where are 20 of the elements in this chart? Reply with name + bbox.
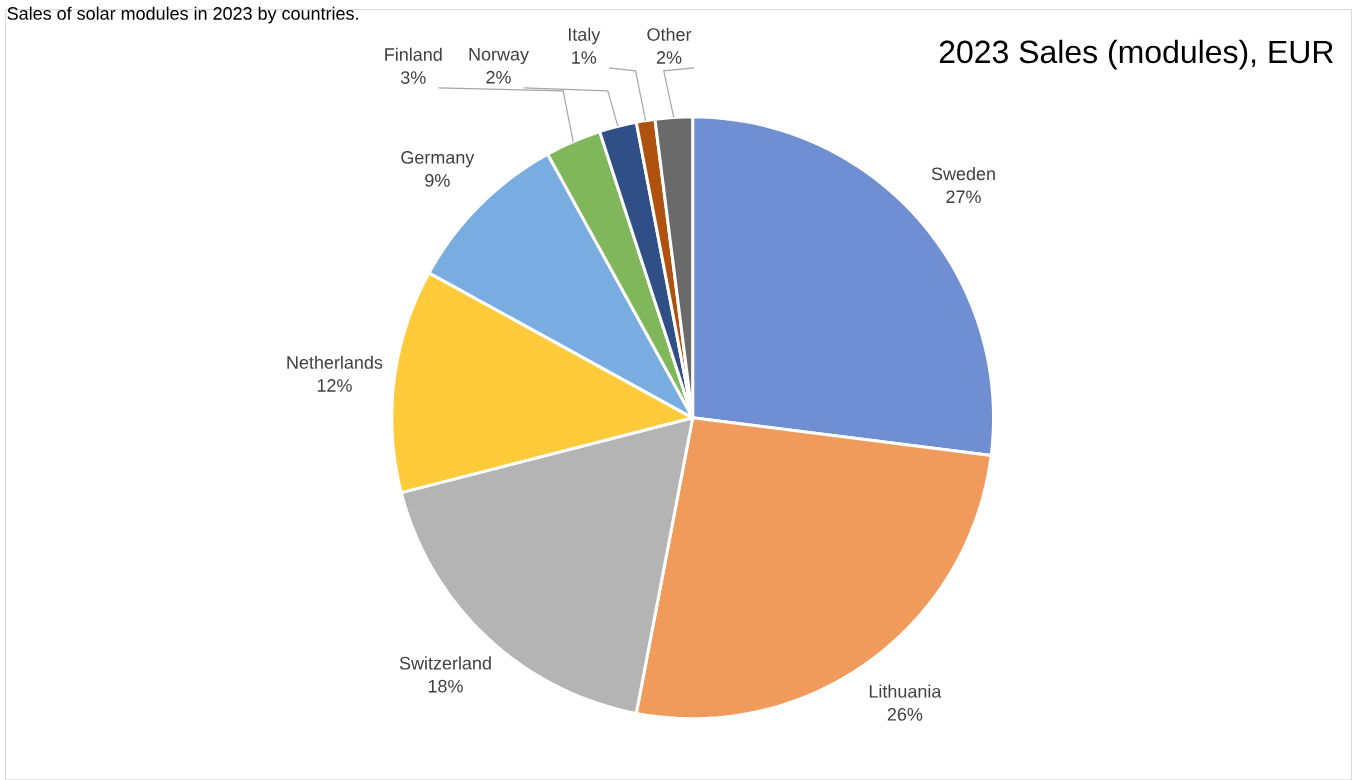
- slice-label: Norway: [469, 47, 529, 65]
- data-label: 2%: [656, 50, 682, 64]
- slice-label: Germany: [401, 150, 475, 168]
- slice-label: Lithuania: [869, 684, 942, 698]
- data-label: 12%: [317, 378, 352, 392]
- data-label: 1%: [572, 51, 597, 64]
- text: 2023 Sales (modules), EUR: [939, 39, 1333, 70]
- slice-label: Italy: [568, 27, 601, 45]
- slice-label: Other: [647, 27, 692, 41]
- slice-label: Sweden: [931, 166, 995, 181]
- data-label: 27%: [946, 190, 981, 203]
- data-label: 26%: [887, 707, 923, 721]
- data-label: 2%: [486, 70, 511, 84]
- text: Sales of solar modules in 2023 by countries.: [7, 6, 358, 24]
- slice-label: Finland: [385, 47, 442, 61]
- data-label: 3%: [400, 71, 426, 84]
- data-label: 18%: [428, 679, 463, 693]
- slice-label: Switzerland: [399, 656, 491, 670]
- slice-label: Netherlands: [287, 355, 383, 369]
- data-label: 9%: [425, 173, 450, 187]
